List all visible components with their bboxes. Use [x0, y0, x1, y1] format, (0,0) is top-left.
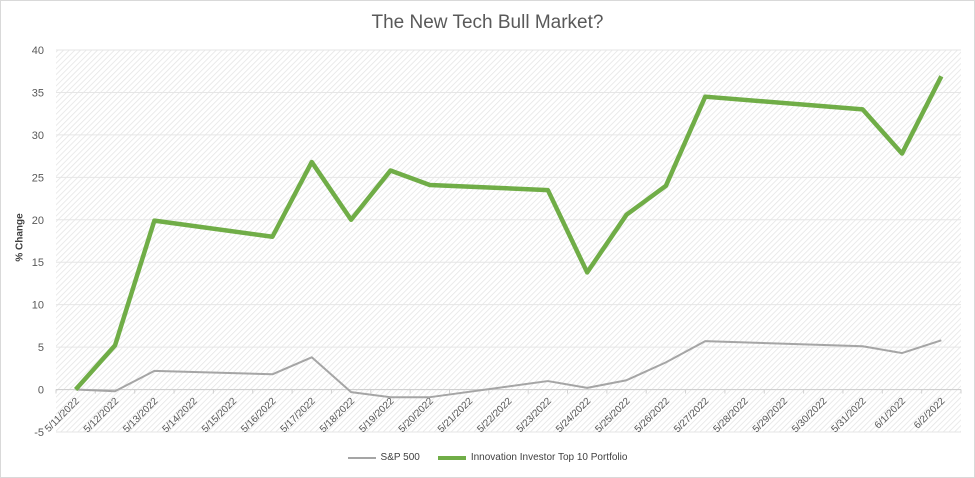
y-tick-label: 0	[38, 385, 44, 397]
legend-item-portfolio[interactable]: Innovation Investor Top 10 Portfolio	[437, 452, 628, 463]
y-tick-label: 40	[32, 45, 44, 57]
chart-title: The New Tech Bull Market?	[371, 12, 604, 33]
y-tick-label: -5	[34, 427, 44, 439]
y-tick-label: 35	[32, 87, 44, 99]
y-tick-label: 5	[38, 342, 44, 354]
y-tick-label: 25	[32, 172, 44, 184]
series-line-0	[75, 339, 942, 399]
y-tick-label: 30	[32, 130, 44, 142]
series-line-1	[73, 75, 944, 392]
y-tick-label: 20	[32, 215, 44, 227]
legend-swatch	[347, 456, 376, 459]
y-tick-label: 10	[32, 300, 44, 312]
legend-swatch	[437, 455, 466, 460]
legend-label: Innovation Investor Top 10 Portfolio	[470, 452, 628, 463]
y-tick-label: 15	[32, 257, 44, 269]
legend-item-sp500[interactable]: S&P 500	[347, 452, 420, 463]
legend: S&P 500 Innovation Investor Top 10 Portf…	[0, 452, 975, 463]
plot-background	[56, 50, 961, 432]
legend-label: S&P 500	[380, 452, 420, 463]
